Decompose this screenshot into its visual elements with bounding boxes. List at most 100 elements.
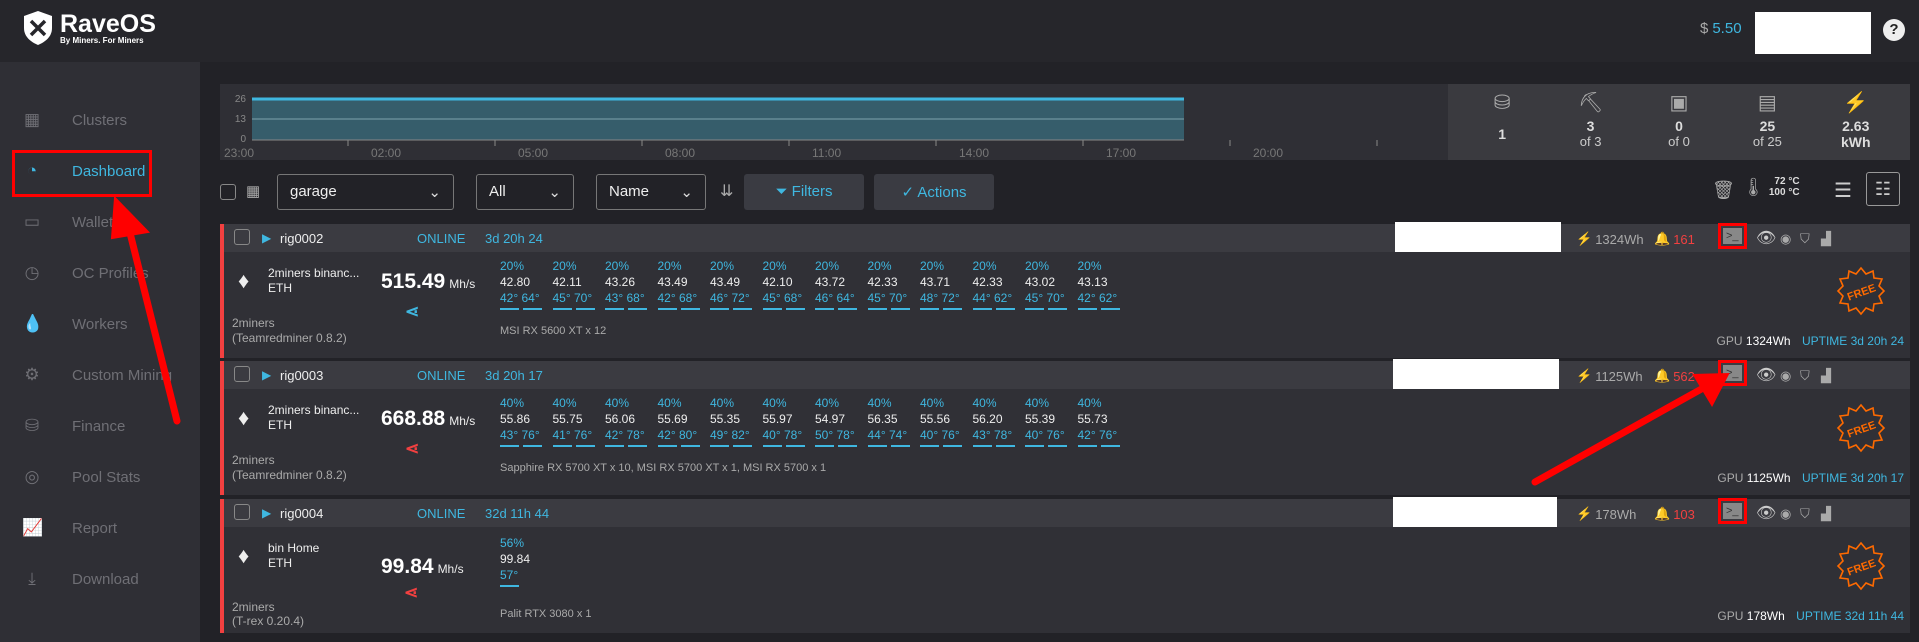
gpu-stat[interactable]: 20% 42.80 42° 64°: [500, 258, 546, 310]
eye-icon[interactable]: 👁: [1756, 367, 1777, 384]
terminal-icon[interactable]: >_: [1718, 360, 1747, 386]
gpu-stat[interactable]: 40% 56.35 44° 74°: [867, 395, 914, 447]
gpu-stat[interactable]: 40% 55.86 43° 76°: [500, 395, 546, 447]
rig-checkbox[interactable]: [234, 229, 250, 245]
rig-alerts-group[interactable]: 🔔 562: [1654, 368, 1695, 384]
gpu-stat[interactable]: 40% 56.06 42° 78°: [605, 395, 651, 447]
gpu-stat[interactable]: 40% 56.20 43° 78°: [972, 395, 1019, 447]
list-view-icon[interactable]: ☰: [1834, 180, 1852, 202]
sort-select[interactable]: Name ⌄: [596, 174, 706, 210]
sidebar-item-custom-mining[interactable]: ⚙ Custom Mining: [22, 365, 172, 385]
rig-name[interactable]: rig0003: [280, 368, 324, 383]
sidebar-item-oc-profiles[interactable]: ◷ OC Profiles: [22, 263, 149, 283]
rig-checkbox[interactable]: [234, 504, 250, 520]
gpu-mem-temp: 78°: [784, 428, 803, 442]
alert-count[interactable]: 103: [1673, 506, 1695, 522]
gpu-stat[interactable]: 20% 43.13 42° 62°: [1077, 258, 1124, 310]
bell-icon[interactable]: 🔔: [1654, 506, 1671, 521]
sort-order-icon[interactable]: ⇊: [720, 183, 734, 200]
gpu-stat[interactable]: 40% 55.75 41° 76°: [552, 395, 599, 447]
gpu-stat[interactable]: 20% 43.49 42° 68°: [657, 258, 704, 310]
shield-icon[interactable]: ⛉: [1800, 231, 1810, 246]
sidebar-item-label: Wallets: [72, 213, 121, 231]
sidebar-item-report[interactable]: 📈 Report: [22, 518, 117, 538]
status-select[interactable]: All ⌄: [476, 174, 574, 210]
bar-chart-icon[interactable]: ▟: [1821, 368, 1831, 383]
rig-alerts-group[interactable]: 🔔 161: [1654, 231, 1695, 247]
gpu-temp: 43°: [500, 428, 519, 442]
share-icon[interactable]: ⋖: [405, 439, 420, 458]
gpu-stat[interactable]: 40% 55.56 40° 76°: [920, 395, 966, 447]
shield-icon[interactable]: ⛉: [1800, 368, 1810, 383]
ethereum-icon: ♦: [238, 543, 250, 568]
bell-icon[interactable]: 🔔: [1654, 231, 1671, 246]
gpu-stat[interactable]: 40% 54.97 50° 78°: [815, 395, 861, 447]
thermometer-icon[interactable]: 🌡: [1742, 176, 1765, 197]
detailed-view-icon[interactable]: ☷: [1866, 172, 1900, 206]
stat-sub: of 25: [1752, 134, 1782, 149]
rig-header[interactable]: ▶ rig0002 ONLINE 3d 20h 24 ⚡ 1324Wh 🔔 161 >_ 👁 ◉ ⛉ ▟: [224, 222, 1910, 252]
trash-icon[interactable]: 🗑: [1712, 180, 1735, 200]
gpu-indicator: [657, 445, 704, 447]
gpu-hashrate: 55.35: [710, 412, 741, 426]
gpu-stat[interactable]: 40% 55.35 49° 82°: [710, 395, 756, 447]
gpu-stat[interactable]: 40% 55.39 40° 76°: [1025, 395, 1071, 447]
alert-count[interactable]: 161: [1673, 231, 1695, 247]
sidebar-item-dashboard[interactable]: ◔ Dashboard: [22, 161, 146, 181]
sidebar-item-clusters[interactable]: ▦ Clusters: [22, 110, 127, 130]
rig-header[interactable]: ▶ rig0003 ONLINE 3d 20h 17 ⚡ 1125Wh 🔔 562 >_ 👁 ◉ ⛉ ▟: [224, 359, 1910, 389]
gpu-stat[interactable]: 20% 43.26 43° 68°: [605, 258, 651, 310]
bar-chart-icon[interactable]: ▟: [1821, 506, 1831, 521]
gpu-temp: 45°: [552, 291, 571, 305]
sidebar-item-workers[interactable]: 💧 Workers: [22, 314, 128, 334]
eye-icon[interactable]: 👁: [1756, 230, 1777, 247]
sidebar-item-pool-stats[interactable]: ◎ Pool Stats: [22, 467, 141, 487]
sidebar-item-download[interactable]: ⤓ Download: [22, 569, 138, 589]
help-button[interactable]: ?: [1883, 19, 1905, 41]
alert-count[interactable]: 562: [1673, 368, 1695, 384]
terminal-icon[interactable]: >_: [1718, 498, 1747, 524]
share-icon[interactable]: ⋖: [404, 583, 419, 602]
expand-icon[interactable]: ▶: [262, 231, 272, 245]
gpu-stat[interactable]: 20% 43.02 45° 70°: [1025, 258, 1071, 310]
gpu-stat[interactable]: 40% 55.69 42° 80°: [657, 395, 704, 447]
gpu-stat[interactable]: 40% 55.73 42° 76°: [1077, 395, 1124, 447]
sidebar-item-wallets[interactable]: ▭ Wallets: [22, 212, 121, 232]
terminal-icon[interactable]: >_: [1718, 223, 1747, 249]
grid-icon[interactable]: ▦: [246, 183, 261, 200]
gpu-stat[interactable]: 20% 42.33 45° 70°: [867, 258, 914, 310]
shield-icon[interactable]: ⛉: [1800, 506, 1810, 521]
select-all-checkbox[interactable]: [220, 184, 236, 200]
sidebar-item-label: Custom Mining: [72, 366, 173, 384]
raveos-logo[interactable]: RaveOS By Miners. For Miners: [22, 10, 156, 46]
expand-icon[interactable]: ▶: [262, 506, 272, 520]
rig-checkbox[interactable]: [234, 366, 250, 382]
expand-icon[interactable]: ▶: [262, 368, 272, 382]
gpu-stat[interactable]: 20% 43.71 48° 72°: [920, 258, 966, 310]
gpu-stat[interactable]: 20% 42.11 45° 70°: [552, 258, 599, 310]
eye-icon[interactable]: 👁: [1756, 505, 1777, 522]
actions-button[interactable]: ✓ Actions: [874, 174, 994, 210]
sidebar-item-label: Workers: [72, 315, 128, 333]
speedometer-icon[interactable]: ◉: [1780, 506, 1792, 521]
filters-button[interactable]: ⏷ Filters: [744, 174, 864, 210]
gpu-stat[interactable]: 20% 42.10 45° 68°: [762, 258, 809, 310]
bar-chart-icon[interactable]: ▟: [1821, 231, 1831, 246]
gpu-stat[interactable]: 20% 43.72 46° 64°: [815, 258, 861, 310]
gpu-stat[interactable]: 20% 43.49 46° 72°: [710, 258, 756, 310]
gpu-stat[interactable]: 20% 42.33 44° 62°: [972, 258, 1019, 310]
rig-alerts-group[interactable]: 🔔 103: [1654, 506, 1695, 522]
rig-name[interactable]: rig0004: [280, 506, 324, 521]
rig-header[interactable]: ▶ rig0004 ONLINE 32d 11h 44 ⚡ 178Wh 🔔 103 >_ 👁 ◉ ⛉ ▟: [224, 497, 1910, 527]
gpu-stat[interactable]: 40% 55.97 40° 78°: [762, 395, 809, 447]
temperature-control[interactable]: 🌡 72 °C 100 °C: [1742, 176, 1800, 198]
gpu-stat[interactable]: 56% 99.84 57°: [500, 535, 546, 587]
group-select[interactable]: garage ⌄: [277, 174, 454, 210]
speedometer-icon[interactable]: ◉: [1780, 231, 1792, 246]
rig-name[interactable]: rig0002: [280, 231, 324, 246]
gpu-fan: 20%: [552, 259, 577, 273]
bell-icon[interactable]: 🔔: [1654, 368, 1671, 383]
sidebar-item-finance[interactable]: ⛁ Finance: [22, 416, 126, 436]
share-icon[interactable]: ⋖: [405, 302, 420, 321]
speedometer-icon[interactable]: ◉: [1780, 368, 1792, 383]
